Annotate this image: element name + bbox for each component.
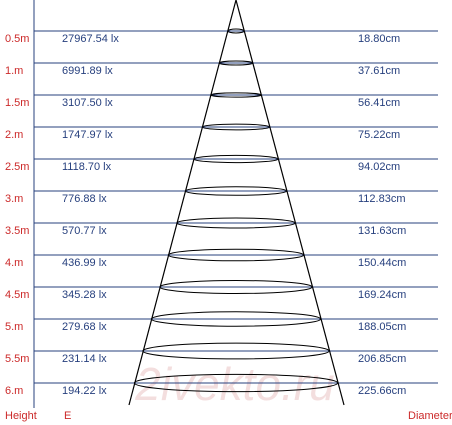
height-column-label: Height: [5, 410, 37, 422]
illuminance-value: 231.14 lx: [62, 353, 107, 365]
illuminance-value: 194.22 lx: [62, 385, 107, 397]
height-label: 3.m: [5, 193, 23, 205]
height-label: 5.m: [5, 321, 23, 333]
height-label: 2.m: [5, 129, 23, 141]
height-label: 5.5m: [5, 353, 29, 365]
diameter-value: 169.24cm: [358, 289, 406, 301]
illuminance-value: 27967.54 lx: [62, 33, 119, 45]
diameter-value: 37.61cm: [358, 65, 400, 77]
height-label: 6.m: [5, 385, 23, 397]
illuminance-column-label: E: [64, 410, 71, 422]
cone-right-edge: [235, 0, 345, 406]
beam-spots: [133, 28, 339, 393]
diameter-value: 75.22cm: [358, 129, 400, 141]
diameter-value: 18.80cm: [358, 33, 400, 45]
watermark: 2ivekto.ru: [134, 358, 334, 410]
height-label: 4.m: [5, 257, 23, 269]
diameter-value: 94.02cm: [358, 161, 400, 173]
illuminance-value: 436.99 lx: [62, 257, 107, 269]
illuminance-value: 3107.50 lx: [62, 97, 113, 109]
diameter-value: 206.85cm: [358, 353, 406, 365]
illuminance-value: 570.77 lx: [62, 225, 107, 237]
diameter-value: 56.41cm: [358, 97, 400, 109]
illuminance-value: 1118.70 lx: [62, 161, 112, 173]
illuminance-value: 776.88 lx: [62, 193, 107, 205]
diameter-value: 225.66cm: [358, 385, 406, 397]
diameter-value: 112.83cm: [358, 193, 406, 205]
illuminance-value: 1747.97 lx: [62, 129, 113, 141]
height-label: 4.5m: [5, 289, 29, 301]
diameter-value: 150.44cm: [358, 257, 406, 269]
illuminance-value: 6991.89 lx: [62, 65, 113, 77]
beam-rows: 0.5m 27967.54 lx 18.80cm 1.m 6991.89 lx 37.61…: [5, 30, 438, 397]
illuminance-value: 279.68 lx: [62, 321, 107, 333]
height-label: 1.5m: [5, 97, 29, 109]
height-label: 0.5m: [5, 33, 29, 45]
illuminance-value: 345.28 lx: [62, 289, 107, 301]
diameter-column-label: Diameter: [408, 410, 452, 422]
height-label: 3.5m: [5, 225, 29, 237]
height-label: 1.m: [5, 65, 23, 77]
diameter-value: 188.05cm: [358, 321, 406, 333]
height-label: 2.5m: [5, 161, 29, 173]
cone-left-edge: [128, 0, 237, 406]
diameter-value: 131.63cm: [358, 225, 406, 237]
